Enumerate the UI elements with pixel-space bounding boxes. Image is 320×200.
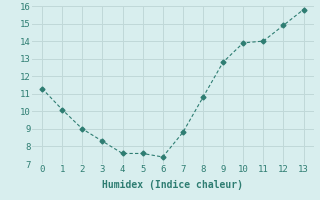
X-axis label: Humidex (Indice chaleur): Humidex (Indice chaleur) — [102, 180, 243, 190]
